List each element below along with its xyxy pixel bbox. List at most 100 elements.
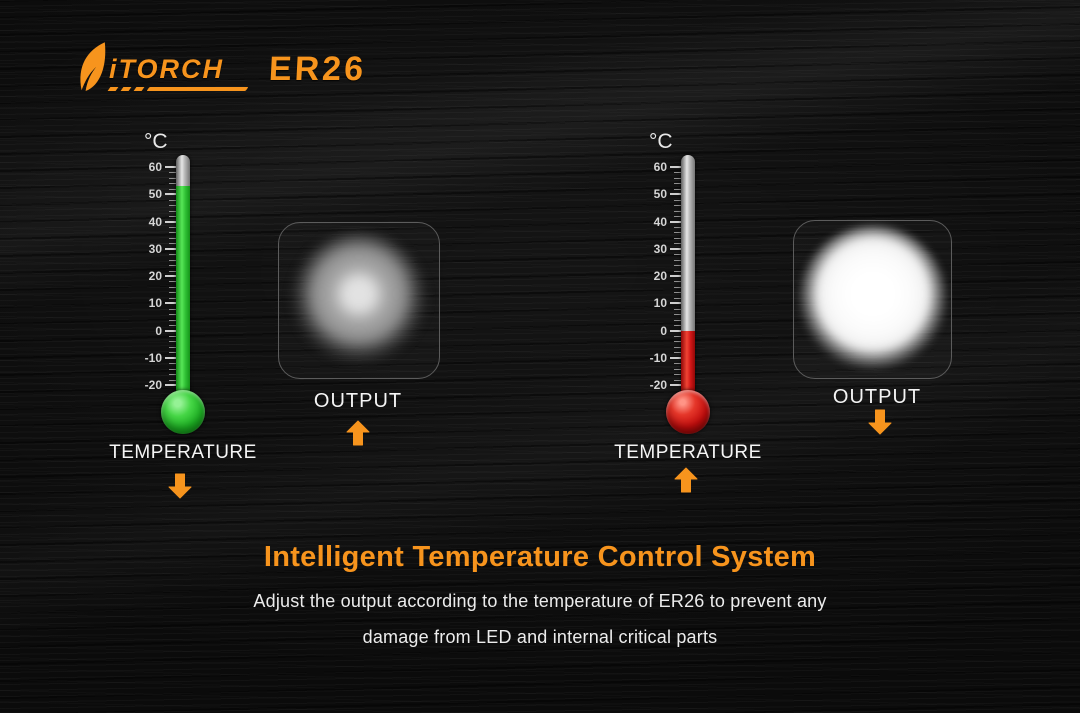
celsius-unit-label: °C: [144, 130, 168, 153]
scale-minor-tick: [169, 335, 176, 337]
scale-minor-tick: [169, 368, 176, 370]
scale-major-tick: -20: [637, 378, 681, 392]
scale-minor-tick: [674, 199, 681, 201]
scale-major-tick: 50: [132, 187, 176, 201]
scale-tick-label: 60: [653, 160, 667, 174]
cool-state-panel: °C 60 50 40 30 20 10 0 -10 -20 OUTPUT TEMPERATUR…: [109, 130, 440, 499]
temperature-label: TEMPERATURE: [614, 442, 762, 463]
scale-minor-tick: [169, 292, 176, 294]
scale-major-tick: 0: [132, 324, 176, 338]
scale-tick-label: -20: [649, 378, 667, 392]
led-glow-bright: [798, 225, 947, 374]
scale-minor-tick: [169, 237, 176, 239]
scale-minor-tick: [674, 172, 681, 174]
scale-tick-label: 20: [653, 269, 667, 283]
scale-minor-tick: [169, 352, 176, 354]
scale-minor-tick: [674, 205, 681, 207]
output-label: OUTPUT: [313, 390, 403, 412]
celsius-unit-label: °C: [649, 130, 673, 153]
scale-minor-tick: [674, 270, 681, 272]
scale-minor-tick: [169, 226, 176, 228]
scale-minor-tick: [169, 346, 176, 348]
scale-minor-tick: [169, 232, 176, 234]
scale-minor-tick: [674, 232, 681, 234]
scale-minor-tick: [169, 205, 176, 207]
scale-minor-tick: [169, 188, 176, 190]
scale-minor-tick: [674, 265, 681, 267]
brand-logo: iTORCH ER26: [76, 42, 367, 92]
scale-tick-label: 30: [653, 241, 667, 256]
scale-minor-tick: [169, 183, 176, 185]
scale-minor-tick: [169, 314, 176, 316]
thermometer-fluid-green: [176, 186, 190, 413]
scale-minor-tick: [169, 177, 176, 179]
scale-minor-tick: [674, 297, 681, 299]
scale-minor-tick: [674, 281, 681, 283]
page-title: Intelligent Temperature Control System: [263, 541, 817, 573]
scale-minor-tick: [169, 216, 176, 218]
scale-tick-label: 40: [148, 214, 162, 229]
scale-minor-tick: [674, 379, 681, 381]
scale-tick-label: -10: [144, 350, 162, 365]
scale-major-tick: -10: [132, 351, 176, 365]
scale-tick-label: -20: [144, 378, 162, 392]
scale-minor-tick: [169, 210, 176, 212]
scale-minor-tick: [169, 363, 176, 365]
scale-minor-tick: [674, 368, 681, 370]
thermometer-scale: 60 50 40 30 20 10 0 -10 -20: [633, 160, 681, 392]
scale-minor-tick: [674, 292, 681, 294]
scale-major-tick: -10: [637, 351, 681, 365]
scale-minor-tick: [169, 254, 176, 256]
scale-minor-tick: [674, 177, 681, 179]
output-trend-arrow-up: [346, 420, 370, 446]
temperature-trend-arrow-down: [168, 473, 192, 499]
scale-minor-tick: [169, 172, 176, 174]
hot-state-panel: °C 60 50 40 30 20 10 0 -10 -20 OUTPUT TEMPERATUR…: [505, 0, 1080, 713]
scale-minor-tick: [674, 352, 681, 354]
scale-major-tick: 30: [637, 242, 681, 256]
scale-minor-tick: [169, 297, 176, 299]
scale-minor-tick: [169, 281, 176, 283]
scale-minor-tick: [169, 308, 176, 310]
leaf-f-icon: [80, 42, 106, 91]
scale-tick-label: 40: [653, 214, 667, 229]
scale-minor-tick: [674, 363, 681, 365]
subtitle-line-2: damage from LED and internal critical pa…: [362, 627, 718, 647]
scale-minor-tick: [674, 319, 681, 321]
subtitle-line-1: Adjust the output according to the tempe…: [253, 591, 827, 611]
scale-tick-label: 50: [148, 187, 162, 202]
scale-major-tick: 10: [637, 296, 681, 310]
scale-tick-label: 0: [660, 323, 667, 338]
thermometer-tube: [681, 155, 695, 413]
scale-tick-label: 10: [148, 296, 162, 311]
scale-tick-label: 50: [653, 187, 667, 202]
scale-minor-tick: [169, 319, 176, 321]
scale-major-tick: 30: [132, 242, 176, 256]
output-label: OUTPUT: [832, 386, 922, 408]
output-display-bright: [793, 220, 952, 379]
scale-tick-label: 60: [148, 160, 162, 174]
scale-tick-label: 20: [148, 269, 162, 283]
thermometer-tube: [176, 155, 190, 413]
output-trend-arrow-down: [868, 409, 892, 435]
scale-tick-label: 10: [653, 296, 667, 311]
scale-major-tick: 20: [637, 269, 681, 283]
scale-minor-tick: [674, 210, 681, 212]
scale-minor-tick: [169, 374, 176, 376]
scale-minor-tick: [169, 341, 176, 343]
temperature-label: TEMPERATURE: [109, 442, 257, 463]
scale-minor-tick: [674, 374, 681, 376]
scale-minor-tick: [169, 325, 176, 327]
scale-major-tick: 10: [132, 296, 176, 310]
scale-minor-tick: [169, 379, 176, 381]
scale-minor-tick: [674, 237, 681, 239]
scale-major-tick: 20: [132, 269, 176, 283]
scale-minor-tick: [674, 314, 681, 316]
scale-minor-tick: [169, 286, 176, 288]
scale-major-tick: 60: [637, 160, 681, 174]
thermometer-bulb-red: [666, 390, 710, 434]
scale-major-tick: 0: [637, 324, 681, 338]
scale-major-tick: 50: [637, 187, 681, 201]
scale-minor-tick: [169, 243, 176, 245]
